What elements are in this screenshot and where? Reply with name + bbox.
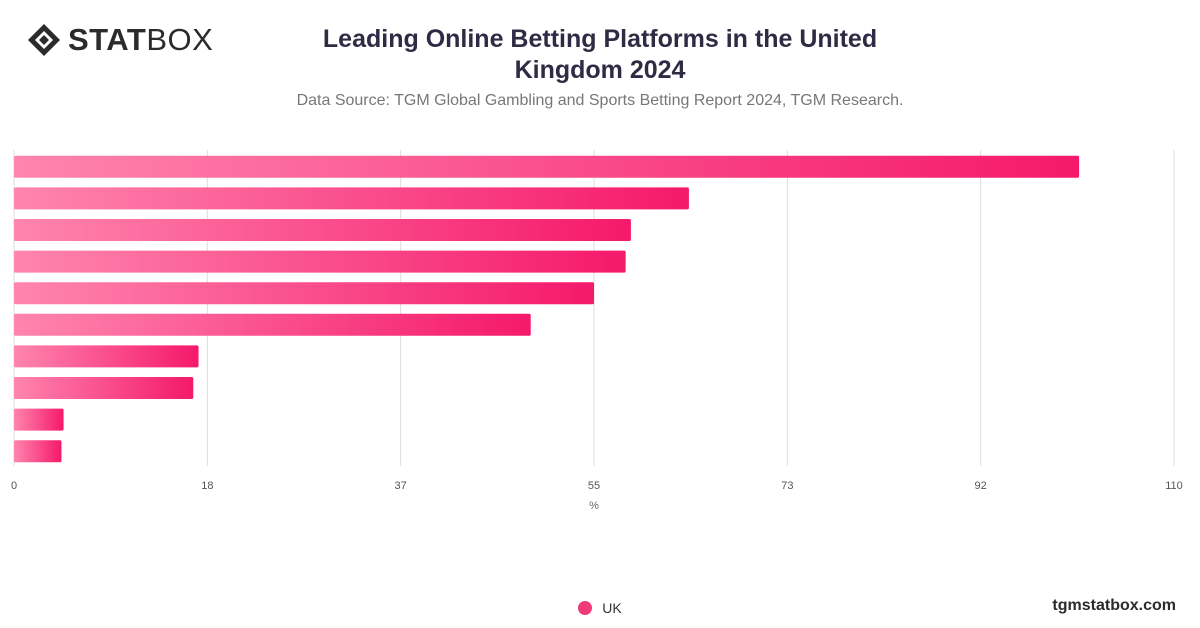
bar-chart: 0 18 37 55 73 92 110 % — [11, 150, 1183, 512]
bar[interactable] — [14, 155, 1080, 178]
x-tick-label: 18 — [201, 480, 213, 492]
logo-text: STATBOX — [68, 22, 214, 57]
bar[interactable] — [14, 440, 62, 463]
x-tick-label: 73 — [781, 480, 793, 492]
chart-legend[interactable]: UK — [0, 600, 1200, 616]
bar[interactable] — [14, 187, 689, 210]
x-tick-label: 37 — [395, 480, 407, 492]
statbox-logo: STATBOX — [26, 22, 213, 58]
x-tick-label: 0 — [11, 480, 17, 492]
bar[interactable] — [14, 282, 594, 305]
watermark: tgmstatbox.com — [1052, 597, 1176, 614]
legend-marker-icon — [578, 601, 593, 615]
bar[interactable] — [14, 313, 531, 336]
chart-title-line-1: Leading Online Betting Platforms in the … — [322, 25, 878, 53]
bar[interactable] — [14, 250, 626, 273]
x-tick-label: 92 — [975, 480, 987, 492]
x-tick-label: 110 — [1165, 480, 1183, 492]
bar[interactable] — [14, 408, 64, 431]
bar[interactable] — [14, 345, 199, 368]
chart-title: Leading Online Betting Platforms in the … — [300, 24, 900, 86]
x-axis-label: % — [589, 500, 599, 512]
bar[interactable] — [14, 377, 194, 399]
logo-diamond-icon — [28, 24, 60, 56]
chart-title-line-2: Kingdom 2024 — [514, 56, 686, 84]
legend-label: UK — [602, 600, 622, 616]
chart-subtitle: Data Source: TGM Global Gambling and Spo… — [296, 92, 904, 109]
x-tick-label: 55 — [588, 480, 600, 492]
bar[interactable] — [14, 219, 631, 241]
